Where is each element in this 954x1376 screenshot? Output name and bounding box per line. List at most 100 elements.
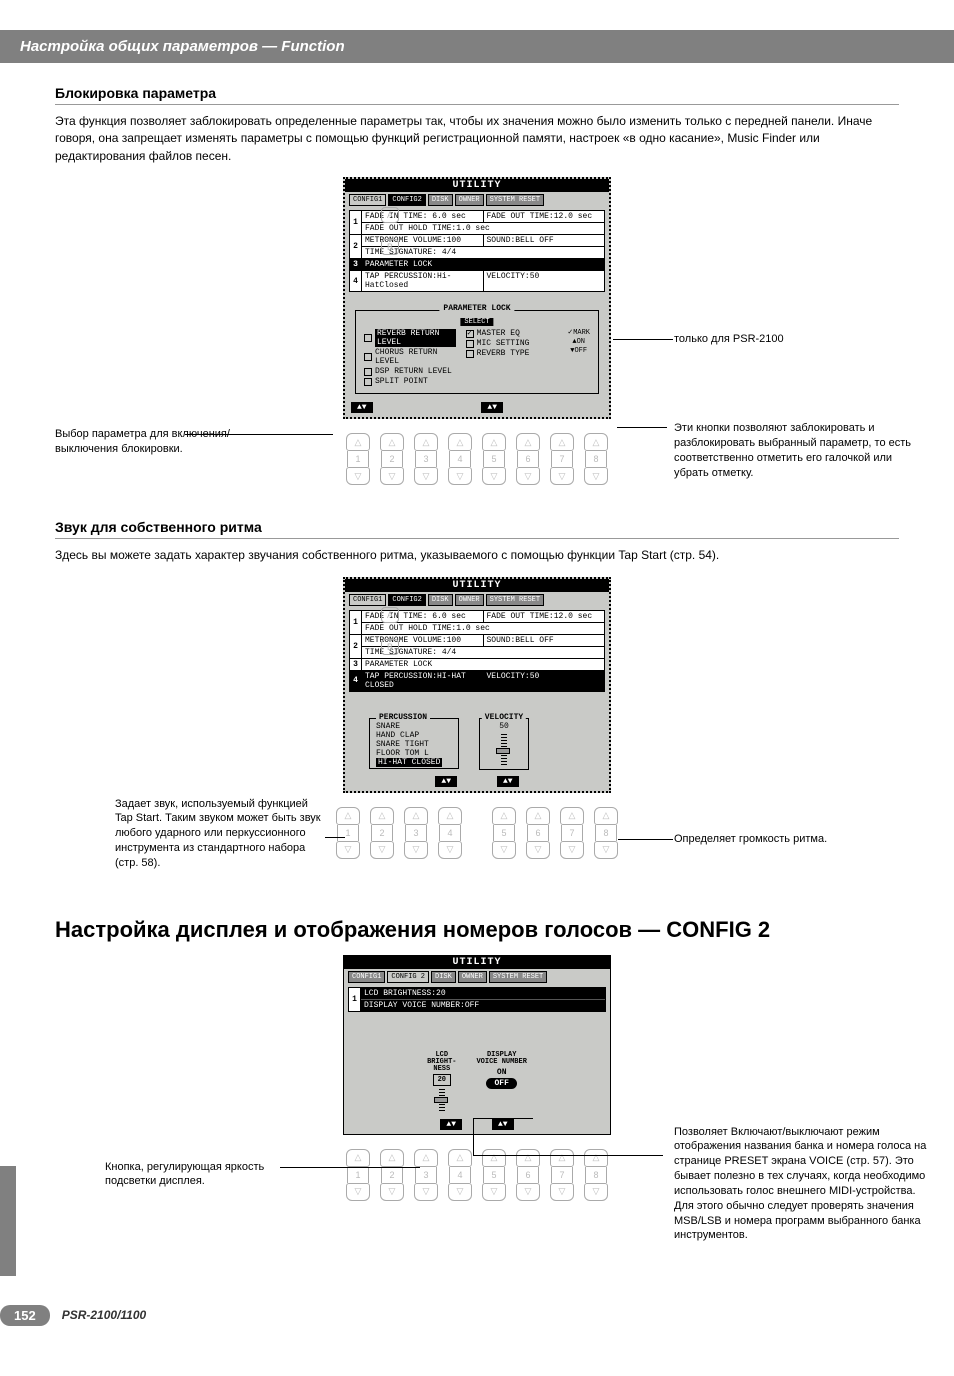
lcd1-title: UTILITY bbox=[345, 179, 609, 192]
callout-line-right3b bbox=[473, 1118, 474, 1155]
lcd2-arrows-2: ▲▼ bbox=[497, 776, 519, 787]
lcd1-tab-owner: OWNER bbox=[455, 194, 484, 206]
lcd-panel-3: UTILITY CONFIG1 CONFIG 2 DISK OWNER SYST… bbox=[343, 955, 611, 1135]
lcd3-tab-1: CONFIG 2 bbox=[387, 971, 429, 983]
spinner2-8[interactable]: △8▽ bbox=[593, 807, 619, 859]
lcd2-r3: PARAMETER LOCK bbox=[362, 659, 604, 670]
spinner3-1[interactable]: △1▽ bbox=[345, 1149, 371, 1201]
spinner2-2[interactable]: △2▽ bbox=[369, 807, 395, 859]
callout-left2: Задает звук, используемый функцией Tap S… bbox=[115, 797, 325, 871]
lcd1-li-0: REVERB RETURN LEVEL bbox=[375, 329, 456, 347]
lcd2-title: UTILITY bbox=[345, 579, 609, 592]
spinner2-3[interactable]: △3▽ bbox=[403, 807, 429, 859]
lcd2-tabs: CONFIG1 CONFIG2 DISK OWNER SYSTEM RESET bbox=[345, 592, 609, 608]
lcd2-tab-1: CONFIG2 bbox=[388, 594, 425, 606]
perc-item-4: HI-HAT CLOSED bbox=[376, 758, 442, 767]
lcd1-select-label: SELECT bbox=[460, 318, 493, 326]
vel-title: VELOCITY bbox=[482, 713, 526, 722]
lcd3-r1b: DISPLAY VOICE NUMBER:OFF bbox=[361, 999, 605, 1011]
spinner-1[interactable]: △1▽ bbox=[345, 433, 371, 485]
lcd2-r4b: VELOCITY:50 bbox=[483, 671, 605, 691]
spinner3-4[interactable]: △4▽ bbox=[447, 1149, 473, 1201]
lcd3-arrows-2: ▲▼ bbox=[492, 1119, 514, 1130]
page-header: Настройка общих параметров — Function bbox=[0, 30, 954, 63]
disp-voice-on: ON bbox=[497, 1068, 507, 1077]
spinner2-7[interactable]: △7▽ bbox=[559, 807, 585, 859]
spinner3-6[interactable]: △6▽ bbox=[515, 1149, 541, 1201]
lcd3-tab-0: CONFIG1 bbox=[348, 971, 385, 983]
model-name: PSR-2100/1100 bbox=[62, 1308, 147, 1322]
spinner-3[interactable]: △3▽ bbox=[413, 433, 439, 485]
spinner-7[interactable]: △7▽ bbox=[549, 433, 575, 485]
figure3: UTILITY CONFIG1 CONFIG 2 DISK OWNER SYST… bbox=[55, 955, 899, 1265]
spinner-2[interactable]: △2▽ bbox=[379, 433, 405, 485]
vel-value: 50 bbox=[488, 722, 520, 731]
callout-line-right3a bbox=[473, 1155, 663, 1156]
spinner-6[interactable]: △6▽ bbox=[515, 433, 541, 485]
lcd-brightness-control: LCD BRIGHT- NESS 20 bbox=[427, 1052, 456, 1111]
spinner2-4[interactable]: △4▽ bbox=[437, 807, 463, 859]
velocity-box: VELOCITY 50 bbox=[479, 718, 529, 770]
spinner-8[interactable]: △8▽ bbox=[583, 433, 609, 485]
section2-title: Звук для собственного ритма bbox=[55, 519, 899, 539]
lcd-bright-value: 20 bbox=[433, 1074, 451, 1086]
lcd1-li-1: CHORUS RETURN LEVEL bbox=[375, 348, 456, 366]
callout-line-right2 bbox=[618, 839, 673, 840]
callout-right1: Эти кнопки позволяют заблокировать и раз… bbox=[674, 421, 929, 480]
callout-right3: Позволяет Включают/выключают режим отобр… bbox=[674, 1125, 934, 1244]
lcd2-tab-4: SYSTEM RESET bbox=[486, 594, 544, 606]
side-button-a2[interactable]: A bbox=[381, 607, 399, 623]
lcd1-tab-reset: SYSTEM RESET bbox=[486, 194, 544, 206]
disp-voice-label: DISPLAY VOICE NUMBER bbox=[476, 1052, 526, 1066]
page-footer: 152 PSR-2100/1100 bbox=[0, 1305, 954, 1326]
side-button-a[interactable]: A bbox=[381, 207, 399, 223]
lcd1-right-col: MASTER EQ MIC SETTING REVERB TYPE bbox=[466, 328, 558, 387]
lcd3-title: UTILITY bbox=[344, 956, 610, 969]
spinner2-6[interactable]: △6▽ bbox=[525, 807, 551, 859]
callout-psr: только для PSR-2100 bbox=[674, 332, 899, 347]
lcd3-r1a: LCD BRIGHTNESS:20 bbox=[361, 988, 605, 999]
lcd2-tab-2: DISK bbox=[428, 594, 453, 606]
spinner3-7[interactable]: △7▽ bbox=[549, 1149, 575, 1201]
lcd1-li-2: DSP RETURN LEVEL bbox=[375, 367, 452, 376]
lcd-bright-label: LCD BRIGHT- NESS bbox=[427, 1052, 456, 1073]
lcd3-tab-2: DISK bbox=[431, 971, 456, 983]
lcd1-r2b: SOUND:BELL OFF bbox=[483, 235, 605, 246]
lcd1-r3: PARAMETER LOCK bbox=[362, 259, 604, 270]
perc-item-3: FLOOR TOM L bbox=[376, 749, 452, 758]
callout-left3: Кнопка, регулирующая яркость подсветки д… bbox=[105, 1160, 280, 1190]
side-button-b[interactable]: B bbox=[381, 239, 399, 255]
lcd1-left-col: REVERB RETURN LEVEL CHORUS RETURN LEVEL … bbox=[364, 328, 456, 387]
lcd1-ri-0: MASTER EQ bbox=[477, 329, 520, 338]
callout-line-left1 bbox=[185, 434, 333, 435]
lcd1-arrows-2: ▲▼ bbox=[481, 402, 503, 413]
side-button-b2[interactable]: B bbox=[381, 639, 399, 655]
lcd1-r4a: TAP PERCUSSION:Hi-HatClosed bbox=[362, 271, 483, 291]
lcd1-mark-col: ✓MARK ▲ON ▼OFF bbox=[567, 328, 590, 387]
section2-body: Здесь вы можете задать характер звучания… bbox=[55, 547, 899, 564]
lcd3-tab-4: SYSTEM RESET bbox=[489, 971, 547, 983]
spinner2-5[interactable]: △5▽ bbox=[491, 807, 517, 859]
spinner-4[interactable]: △4▽ bbox=[447, 433, 473, 485]
disp-voice-off: OFF bbox=[486, 1078, 516, 1089]
callout-line-psr bbox=[613, 339, 673, 340]
spinner3-3[interactable]: △3▽ bbox=[413, 1149, 439, 1201]
percussion-box: PERCUSSION SNARE HAND CLAP SNARE TIGHT F… bbox=[369, 718, 459, 769]
spinner2-1[interactable]: △1▽ bbox=[335, 807, 361, 859]
callout-right2: Определяет громкость ритма. bbox=[674, 832, 899, 847]
callout-left1: Выбор параметра для включения/выключения… bbox=[55, 427, 230, 457]
lcd1-ri-2: REVERB TYPE bbox=[477, 349, 530, 358]
side-tab bbox=[0, 1166, 16, 1276]
lcd1-tab-config2: CONFIG2 bbox=[388, 194, 425, 206]
lcd1-tab-disk: DISK bbox=[428, 194, 453, 206]
spinner3-8[interactable]: △8▽ bbox=[583, 1149, 609, 1201]
lcd1-param-lock-box: PARAMETER LOCK SELECT REVERB RETURN LEVE… bbox=[355, 310, 599, 394]
spinner3-2[interactable]: △2▽ bbox=[379, 1149, 405, 1201]
perc-title: PERCUSSION bbox=[376, 713, 430, 722]
perc-item-0: SNARE bbox=[376, 722, 452, 731]
lcd2-r2b: SOUND:BELL OFF bbox=[483, 635, 605, 646]
spinner-5[interactable]: △5▽ bbox=[481, 433, 507, 485]
side-buttons-ab-2: A B bbox=[381, 607, 399, 655]
spinner3-5[interactable]: △5▽ bbox=[481, 1149, 507, 1201]
lcd2-arrows-1: ▲▼ bbox=[435, 776, 457, 787]
